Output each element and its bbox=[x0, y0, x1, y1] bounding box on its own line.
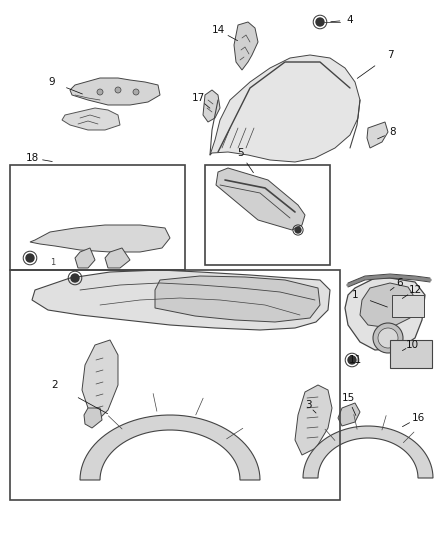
Polygon shape bbox=[345, 278, 425, 350]
Text: 1: 1 bbox=[50, 258, 55, 267]
Text: 14: 14 bbox=[212, 25, 225, 35]
Text: 16: 16 bbox=[411, 413, 424, 423]
Polygon shape bbox=[32, 270, 330, 330]
Text: 1: 1 bbox=[352, 290, 358, 300]
Polygon shape bbox=[105, 248, 130, 268]
Bar bbox=[390, 340, 432, 368]
Text: 7: 7 bbox=[387, 50, 393, 60]
Text: 8: 8 bbox=[390, 127, 396, 137]
Polygon shape bbox=[295, 385, 332, 455]
Text: 17: 17 bbox=[191, 93, 205, 103]
Polygon shape bbox=[367, 122, 388, 148]
Text: 15: 15 bbox=[341, 393, 355, 403]
Bar bbox=[205, 165, 330, 265]
Polygon shape bbox=[62, 108, 120, 130]
Polygon shape bbox=[84, 408, 102, 428]
Text: 10: 10 bbox=[406, 340, 419, 350]
Polygon shape bbox=[216, 168, 305, 230]
Text: 4: 4 bbox=[347, 15, 353, 25]
Text: 3: 3 bbox=[305, 400, 311, 410]
Polygon shape bbox=[80, 415, 260, 480]
Circle shape bbox=[133, 89, 139, 95]
Polygon shape bbox=[234, 22, 258, 70]
Bar bbox=[10, 270, 340, 500]
Circle shape bbox=[348, 356, 356, 364]
Text: 9: 9 bbox=[49, 77, 55, 87]
Polygon shape bbox=[155, 276, 320, 322]
Polygon shape bbox=[75, 248, 95, 268]
Polygon shape bbox=[70, 78, 160, 105]
Text: 12: 12 bbox=[408, 285, 422, 295]
Text: 6: 6 bbox=[397, 278, 403, 288]
Text: 2: 2 bbox=[52, 380, 58, 390]
Circle shape bbox=[97, 89, 103, 95]
Polygon shape bbox=[82, 340, 118, 420]
Circle shape bbox=[71, 274, 79, 282]
Polygon shape bbox=[303, 426, 433, 478]
Polygon shape bbox=[30, 225, 170, 252]
Text: 5: 5 bbox=[237, 148, 244, 158]
Text: 18: 18 bbox=[25, 153, 39, 163]
Circle shape bbox=[26, 254, 34, 262]
Text: 11: 11 bbox=[348, 355, 362, 365]
Circle shape bbox=[115, 87, 121, 93]
Polygon shape bbox=[360, 283, 415, 328]
Bar bbox=[10, 165, 185, 270]
Circle shape bbox=[373, 323, 403, 353]
Bar bbox=[392, 295, 424, 317]
Polygon shape bbox=[203, 90, 220, 122]
Circle shape bbox=[295, 227, 301, 233]
Circle shape bbox=[316, 18, 324, 26]
Polygon shape bbox=[210, 55, 360, 162]
Polygon shape bbox=[338, 403, 360, 426]
Circle shape bbox=[378, 328, 398, 348]
